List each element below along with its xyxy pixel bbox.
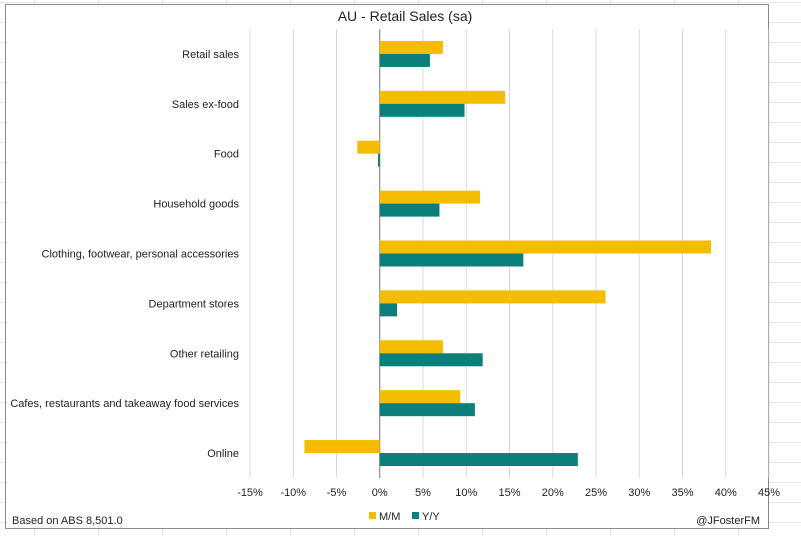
x-tick-label: 20% (542, 487, 564, 499)
bar-yy (379, 253, 524, 267)
bar-mm (357, 140, 380, 154)
x-tick-label: 30% (628, 487, 650, 499)
author-credit: @JFosterFM (696, 515, 760, 527)
category-labels: Retail sales Sales ex-food Food Household g… (10, 49, 239, 460)
source-note: Based on ABS 8,501.0 (12, 515, 123, 527)
bar-yy (379, 203, 440, 217)
legend-label-mm: M/M (379, 511, 400, 523)
bars (304, 40, 712, 467)
bar-yy (379, 303, 398, 317)
legend: M/M Y/Y (369, 511, 440, 523)
x-tick-label: -10% (280, 487, 306, 499)
bar-mm (379, 190, 481, 204)
bar-yy (379, 403, 475, 417)
bar-yy (378, 153, 380, 167)
category-label: Online (207, 448, 239, 460)
x-tick-label: -5% (327, 487, 347, 499)
bar-mm (379, 240, 712, 254)
legend-label-yy: Y/Y (422, 511, 440, 523)
legend-swatch-mm (369, 512, 376, 519)
x-tick-label: 0% (372, 487, 388, 499)
legend-swatch-yy (412, 512, 419, 519)
bar-mm (379, 290, 606, 304)
x-tick-labels: -15% -10% -5% 0% 5% 10% 15% 20% 25% 30% 35% 40% 45% (237, 487, 780, 499)
x-tick-label: 40% (715, 487, 737, 499)
bar-mm (379, 90, 506, 104)
bar-yy (379, 353, 483, 367)
bar-mm (304, 440, 380, 454)
x-tick-label: 10% (455, 487, 477, 499)
category-label: Retail sales (182, 49, 239, 61)
bar-mm (379, 40, 443, 54)
category-label: Cafes, restaurants and takeaway food ser… (10, 398, 239, 410)
category-label: Sales ex-food (172, 99, 239, 111)
x-tick-label: 35% (671, 487, 693, 499)
category-label: Clothing, footwear, personal accessories (42, 249, 240, 261)
category-label: Food (214, 149, 239, 161)
x-tick-label: -15% (237, 487, 263, 499)
x-tick-label: 45% (758, 487, 780, 499)
category-label: Household goods (153, 199, 239, 211)
x-tick-label: 25% (585, 487, 607, 499)
x-tick-label: 15% (498, 487, 520, 499)
bar-mm (379, 340, 443, 354)
chart-title: AU - Retail Sales (sa) (338, 8, 473, 24)
x-tick-label: 5% (415, 487, 431, 499)
bar-yy (379, 453, 578, 467)
bar-mm (379, 390, 461, 404)
bar-yy (379, 53, 430, 67)
category-label: Other retailing (170, 348, 239, 360)
bar-yy (379, 103, 465, 117)
category-label: Department stores (149, 298, 240, 310)
